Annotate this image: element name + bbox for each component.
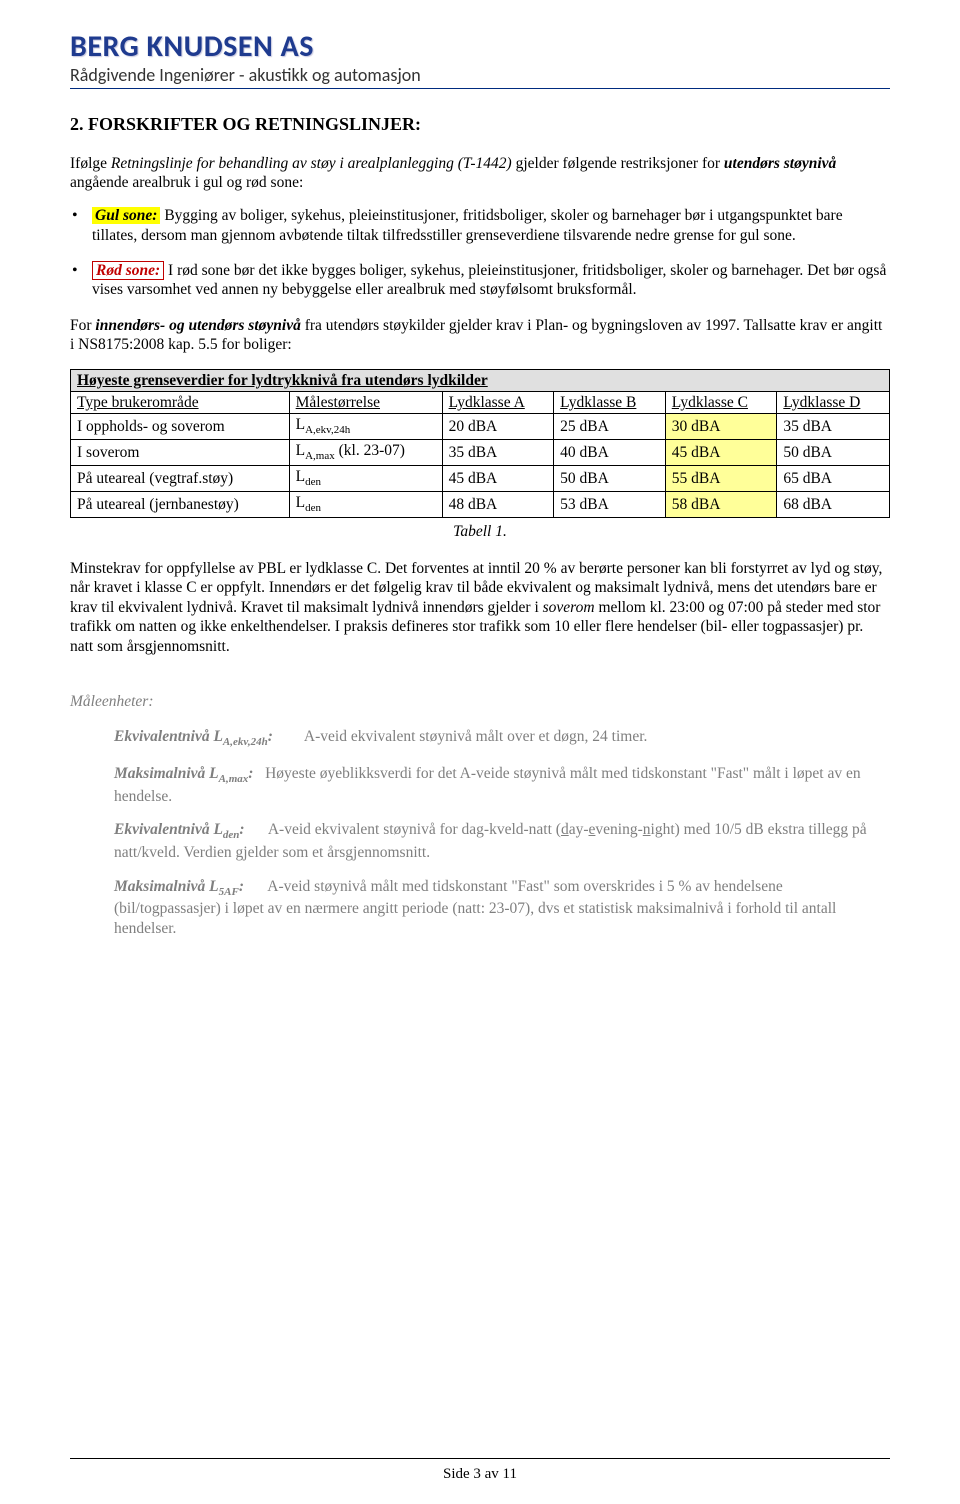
col-meas: Målestørrelse	[289, 391, 442, 413]
section-title: 2. FORSKRIFTER OG RETNINGSLINJER:	[70, 113, 890, 136]
cell-meas: LA,max (kl. 23-07)	[289, 440, 442, 466]
cell-area: I soverom	[71, 440, 290, 466]
cell-b: 53 dBA	[554, 491, 666, 517]
intro-paragraph: Ifølge Retningslinje for behandling av s…	[70, 154, 890, 193]
zone-rod-text: I rød sone bør det ikke bygges boliger, …	[92, 262, 886, 298]
pbl-it: soverom	[543, 599, 595, 616]
cell-c: 45 dBA	[665, 440, 777, 466]
table-caption: Tabell 1.	[70, 522, 890, 541]
zone-gul-label: Gul sone:	[92, 207, 160, 224]
cell-a: 35 dBA	[442, 440, 554, 466]
table-row: I soveromLA,max (kl. 23-07)35 dBA40 dBA4…	[71, 440, 890, 466]
table-row: I oppholds- og soveromLA,ekv,24h20 dBA25…	[71, 414, 890, 440]
footer-line	[70, 1458, 890, 1459]
unit-definition: Ekvivalentnivå Lden: A-veid ekvivalent s…	[114, 820, 890, 862]
cell-d: 35 dBA	[777, 414, 890, 440]
table-row: På uteareal (jernbanestøy)Lden48 dBA53 d…	[71, 491, 890, 517]
cell-c: 30 dBA	[665, 414, 777, 440]
cell-d: 50 dBA	[777, 440, 890, 466]
cell-meas: Lden	[289, 465, 442, 491]
col-d: Lydklasse D	[777, 391, 890, 413]
unit-term: Maksimalnivå L5AF:	[114, 878, 244, 895]
cell-meas: LA,ekv,24h	[289, 414, 442, 440]
limits-table: Høyeste grenseverdier for lydtrykknivå f…	[70, 369, 890, 518]
col-area: Type brukerområde	[71, 391, 290, 413]
indoor-outdoor-paragraph: For innendørs- og utendørs støynivå fra …	[70, 316, 890, 355]
pbl-paragraph: Minstekrav for oppfyllelse av PBL er lyd…	[70, 559, 890, 656]
zone-gul-text: Bygging av boliger, sykehus, pleieinstit…	[92, 207, 843, 243]
unit-term: Maksimalnivå LA,max:	[114, 765, 253, 782]
cell-area: I oppholds- og soverom	[71, 414, 290, 440]
cell-c: 55 dBA	[665, 465, 777, 491]
table-row: På uteareal (vegtraf.støy)Lden45 dBA50 d…	[71, 465, 890, 491]
intro-post: angående arealbruk i gul og rød sone:	[70, 174, 303, 191]
cell-a: 45 dBA	[442, 465, 554, 491]
unit-term: Ekvivalentnivå LA,ekv,24h:	[114, 728, 273, 745]
cell-d: 68 dBA	[777, 491, 890, 517]
cell-a: 48 dBA	[442, 491, 554, 517]
units-heading: Måleenheter:	[70, 692, 890, 711]
cell-d: 65 dBA	[777, 465, 890, 491]
company-name: BERG KNUDSEN AS	[70, 28, 890, 66]
cell-area: På uteareal (vegtraf.støy)	[71, 465, 290, 491]
cell-a: 20 dBA	[442, 414, 554, 440]
intro-mid: gjelder følgende restriksjoner for	[512, 155, 724, 172]
cell-b: 25 dBA	[554, 414, 666, 440]
company-subtitle: Rådgivende Ingeniører - akustikk og auto…	[70, 64, 890, 87]
unit-desc: A-veid ekvivalent støynivå målt over et …	[273, 728, 648, 745]
zone-list: Gul sone: Bygging av boliger, sykehus, p…	[70, 206, 890, 300]
cell-meas: Lden	[289, 491, 442, 517]
col-c: Lydklasse C	[665, 391, 777, 413]
intro-pre: Ifølge	[70, 155, 111, 172]
units-list: Ekvivalentnivå LA,ekv,24h: A-veid ekviva…	[70, 727, 890, 938]
intro-doc: Retningslinje for behandling av støy i a…	[111, 155, 512, 172]
intro-strong: utendørs støynivå	[724, 155, 836, 172]
unit-definition: Maksimalnivå L5AF: A-veid støynivå målt …	[114, 877, 890, 939]
table-header-row: Type brukerområde Målestørrelse Lydklass…	[71, 391, 890, 413]
table-title: Høyeste grenseverdier for lydtrykknivå f…	[71, 369, 890, 391]
unit-term: Ekvivalentnivå Lden:	[114, 821, 245, 838]
col-a: Lydklasse A	[442, 391, 554, 413]
page-footer: Side 3 av 11	[0, 1458, 960, 1484]
cell-area: På uteareal (jernbanestøy)	[71, 491, 290, 517]
units-section: Måleenheter: Ekvivalentnivå LA,ekv,24h: …	[70, 692, 890, 938]
zone-rod-label: Rød sone:	[92, 261, 164, 280]
io-strong: innendørs- og utendørs støynivå	[95, 317, 300, 334]
page-number: Side 3 av 11	[443, 1466, 517, 1482]
io-pre: For	[70, 317, 95, 334]
zone-gul: Gul sone: Bygging av boliger, sykehus, p…	[92, 206, 890, 245]
zone-rod: Rød sone: I rød sone bør det ikke bygges…	[92, 261, 890, 300]
col-b: Lydklasse B	[554, 391, 666, 413]
page-header: BERG KNUDSEN AS Rådgivende Ingeniører - …	[70, 28, 890, 89]
cell-c: 58 dBA	[665, 491, 777, 517]
table-body: I oppholds- og soveromLA,ekv,24h20 dBA25…	[71, 414, 890, 517]
cell-b: 50 dBA	[554, 465, 666, 491]
unit-definition: Maksimalnivå LA,max: Høyeste øyeblikksve…	[114, 764, 890, 806]
unit-definition: Ekvivalentnivå LA,ekv,24h: A-veid ekviva…	[114, 727, 890, 750]
cell-b: 40 dBA	[554, 440, 666, 466]
